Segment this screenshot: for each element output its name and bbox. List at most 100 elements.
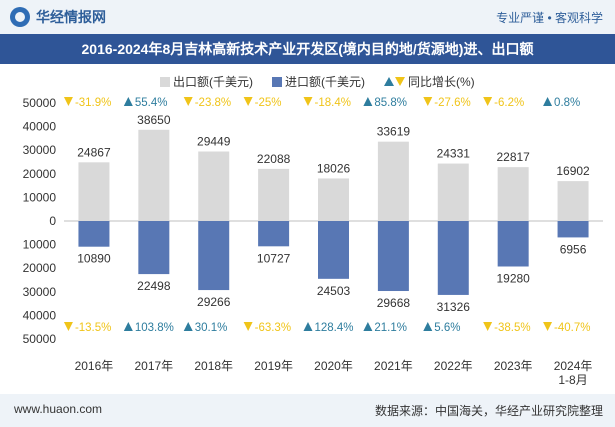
import-growth-label: -38.5% bbox=[494, 322, 530, 334]
export-bar bbox=[377, 141, 409, 221]
down-triangle-icon bbox=[303, 97, 313, 106]
x-tick-label: 2019年 bbox=[254, 359, 293, 373]
export-growth-label: -6.2% bbox=[494, 97, 524, 109]
legend-export-label: 出口额(千美元) bbox=[173, 75, 253, 89]
import-value-label: 19280 bbox=[496, 272, 530, 286]
import-bar bbox=[318, 221, 349, 279]
x-tick-label: 2021年 bbox=[374, 359, 413, 373]
up-triangle-icon bbox=[123, 97, 133, 106]
down-triangle-icon bbox=[243, 97, 253, 106]
export-value-label: 24867 bbox=[77, 145, 111, 159]
down-triangle-icon bbox=[483, 97, 493, 106]
x-tick-label: 2016年 bbox=[75, 359, 114, 373]
export-value-label: 29449 bbox=[197, 135, 231, 149]
export-growth-label: -31.9% bbox=[75, 97, 111, 109]
x-tick-label: 2020年 bbox=[314, 359, 353, 373]
legend-import-label: 进口额(千美元) bbox=[285, 75, 365, 89]
footer-source: 数据来源：中国海关，华经产业研究院整理 bbox=[374, 404, 603, 418]
import-value-label: 24503 bbox=[317, 284, 351, 298]
down-triangle-icon bbox=[543, 322, 553, 331]
legend-up-triangle-icon bbox=[384, 77, 394, 86]
import-bar bbox=[78, 221, 110, 247]
import-bar bbox=[377, 221, 409, 292]
y-tick-label: 30000 bbox=[23, 285, 57, 299]
up-triangle-icon bbox=[303, 322, 313, 331]
y-tick-label: 50000 bbox=[23, 332, 57, 346]
x-tick-label: 2017年 bbox=[134, 359, 173, 373]
down-triangle-icon bbox=[183, 97, 193, 106]
y-tick-label: 40000 bbox=[23, 120, 57, 134]
huajing-logo-icon bbox=[10, 7, 30, 27]
y-tick-label: 50000 bbox=[23, 96, 57, 110]
x-tick-label: 2024年 bbox=[554, 359, 593, 373]
slogan: 专业严谨 • 客观科学 bbox=[496, 11, 603, 25]
y-tick-label: 10000 bbox=[23, 190, 57, 204]
up-triangle-icon bbox=[543, 97, 553, 106]
export-value-label: 18026 bbox=[317, 161, 351, 175]
y-tick-label: 0 bbox=[49, 214, 56, 228]
up-triangle-icon bbox=[123, 322, 133, 331]
import-value-label: 6956 bbox=[560, 242, 587, 256]
up-triangle-icon bbox=[423, 322, 433, 331]
legend-down-triangle-icon bbox=[395, 77, 405, 86]
y-tick-label: 10000 bbox=[23, 238, 57, 252]
down-triangle-icon bbox=[423, 97, 433, 106]
down-triangle-icon bbox=[483, 322, 493, 331]
export-value-label: 38650 bbox=[137, 113, 171, 127]
export-bar bbox=[258, 168, 290, 221]
import-growth-label: 128.4% bbox=[315, 322, 354, 334]
brand: 华经情报网 bbox=[10, 7, 106, 27]
export-bar bbox=[198, 151, 230, 221]
export-value-label: 22088 bbox=[257, 152, 291, 166]
import-value-label: 22498 bbox=[137, 279, 171, 293]
export-growth-label: -23.8% bbox=[195, 97, 231, 109]
up-triangle-icon bbox=[363, 322, 373, 331]
import-value-label: 10890 bbox=[77, 252, 111, 266]
import-bar bbox=[198, 221, 230, 291]
brand-name: 华经情报网 bbox=[36, 9, 106, 25]
up-triangle-icon bbox=[363, 97, 373, 106]
import-growth-label: 30.1% bbox=[195, 322, 228, 334]
x-tick-label: 2022年 bbox=[434, 359, 473, 373]
footer-website[interactable]: www.huaon.com bbox=[14, 402, 103, 416]
x-tick-label: 2023年 bbox=[494, 359, 533, 373]
import-growth-label: 5.6% bbox=[434, 322, 460, 334]
import-value-label: 10727 bbox=[257, 251, 291, 265]
export-bar bbox=[318, 178, 349, 221]
top-bar bbox=[0, 0, 615, 34]
export-growth-label: 0.8% bbox=[554, 97, 580, 109]
import-value-label: 29668 bbox=[377, 296, 411, 310]
import-bar bbox=[497, 221, 529, 267]
import-growth-label: -13.5% bbox=[75, 322, 111, 334]
import-growth-label: 103.8% bbox=[135, 322, 174, 334]
export-bar bbox=[497, 167, 529, 221]
export-bar bbox=[78, 162, 110, 221]
import-bar bbox=[557, 221, 589, 238]
export-value-label: 33619 bbox=[377, 125, 411, 139]
legend-import-swatch bbox=[272, 77, 282, 87]
footer-bar bbox=[0, 394, 615, 427]
export-value-label: 24331 bbox=[437, 147, 471, 161]
export-growth-label: -25% bbox=[255, 97, 282, 109]
import-bar bbox=[258, 221, 290, 247]
export-growth-label: 85.8% bbox=[374, 97, 407, 109]
y-tick-label: 20000 bbox=[23, 261, 57, 275]
y-tick-label: 20000 bbox=[23, 167, 57, 181]
import-value-label: 31326 bbox=[437, 300, 471, 314]
export-growth-label: 55.4% bbox=[135, 97, 168, 109]
legend-growth-label: 同比增长(%) bbox=[408, 75, 475, 89]
export-growth-label: -18.4% bbox=[315, 97, 351, 109]
y-tick-label: 40000 bbox=[23, 308, 57, 322]
up-triangle-icon bbox=[183, 322, 193, 331]
down-triangle-icon bbox=[63, 97, 73, 106]
export-growth-label: -27.6% bbox=[434, 97, 470, 109]
export-bar bbox=[138, 129, 170, 221]
legend-export-swatch bbox=[160, 77, 170, 87]
export-value-label: 22817 bbox=[496, 150, 530, 164]
import-growth-label: -63.3% bbox=[255, 322, 291, 334]
import-bar bbox=[138, 221, 170, 275]
export-bar bbox=[437, 163, 469, 221]
export-value-label: 16902 bbox=[556, 164, 590, 178]
title-bar bbox=[0, 34, 615, 64]
import-value-label: 29266 bbox=[197, 295, 231, 309]
